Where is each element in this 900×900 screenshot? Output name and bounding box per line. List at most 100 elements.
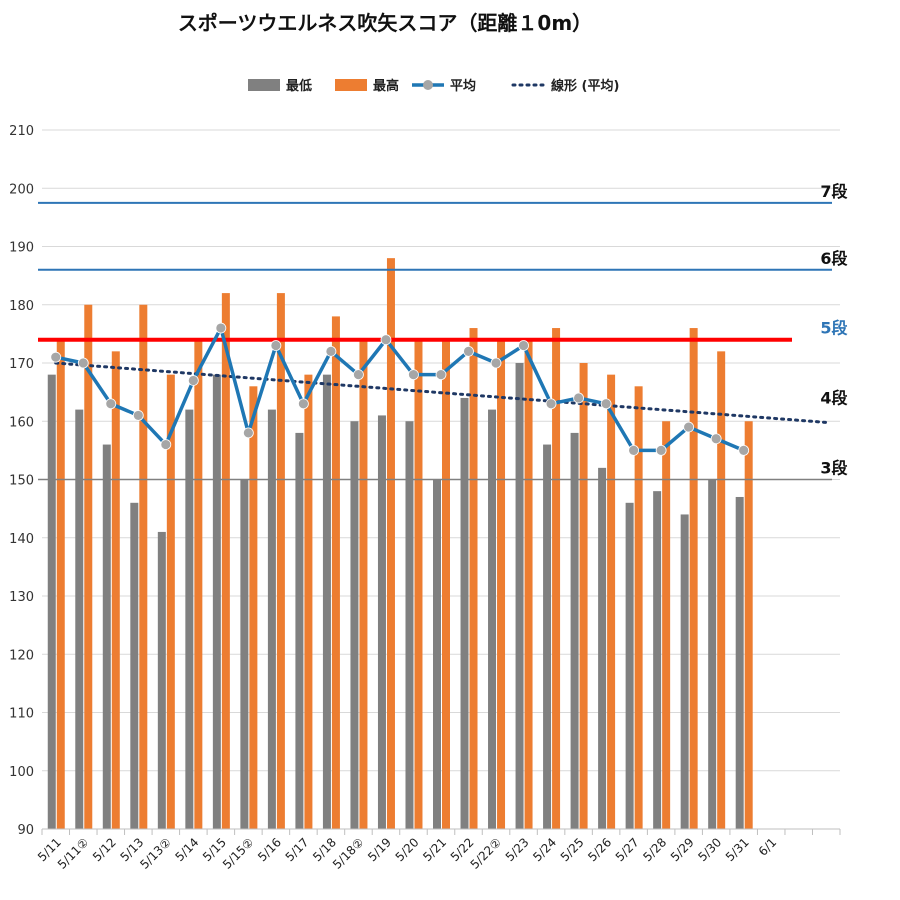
bar-max	[662, 421, 671, 829]
bar-min	[625, 502, 634, 829]
y-tick-label: 120	[9, 648, 34, 663]
bar-max	[414, 339, 423, 829]
average-point	[408, 369, 419, 381]
bar-max	[744, 421, 753, 829]
average-point	[463, 345, 474, 357]
average-point	[600, 398, 612, 410]
bars	[47, 258, 753, 830]
x-tick-label: 5/27	[613, 835, 642, 864]
bar-min	[433, 479, 441, 829]
x-tick-label: 5/21	[420, 835, 449, 864]
y-tick-label: 130	[9, 590, 34, 605]
y-tick-label: 210	[9, 124, 34, 139]
bar-max	[634, 386, 643, 829]
bar-min	[130, 502, 139, 829]
bar-min	[543, 444, 552, 829]
x-tick-label: 5/19	[365, 835, 394, 864]
bar-max	[166, 374, 175, 829]
x-tick-label: 5/29	[668, 835, 697, 864]
y-tick-label: 100	[9, 765, 34, 780]
y-tick-label: 170	[9, 357, 34, 372]
reference-lines: 7段 6段 5段 4段 3段	[38, 182, 849, 481]
bar-min	[598, 467, 607, 829]
x-tick-label: 5/22②	[468, 835, 505, 872]
bar-max	[194, 339, 203, 829]
bar-min	[212, 374, 221, 829]
x-tick-label: 5/18②	[330, 835, 367, 872]
y-tick-label: 90	[17, 823, 34, 838]
bar-max	[249, 386, 258, 829]
bar-min	[488, 409, 497, 829]
x-tick-label: 5/12	[90, 835, 119, 864]
y-tick-label: 190	[9, 241, 34, 256]
bar-min	[185, 409, 194, 829]
x-tick-label: 5/30	[695, 835, 724, 864]
bar-max	[524, 339, 533, 829]
x-tick-label: 5/20	[393, 835, 422, 864]
y-tick-label: 140	[9, 532, 34, 547]
x-tick-label: 5/14	[173, 835, 202, 864]
average-point	[242, 427, 254, 439]
legend-marker	[423, 80, 433, 90]
reference-label: 4段	[820, 389, 848, 408]
x-tick-label: 5/25	[558, 835, 587, 864]
bar-min	[570, 432, 579, 829]
legend-label: 平均	[450, 78, 476, 94]
bar-max	[331, 316, 340, 829]
bar-max	[56, 339, 65, 829]
bar-min	[680, 514, 689, 829]
average-point	[215, 322, 227, 334]
y-tick-label: 150	[9, 474, 34, 489]
x-tick-label: 6/1	[756, 835, 780, 859]
average-point	[105, 398, 117, 410]
bar-max	[139, 304, 148, 829]
bar-max	[717, 351, 726, 829]
y-tick-label: 200	[9, 182, 34, 197]
x-tick-label: 5/13②	[137, 835, 174, 872]
average-point	[160, 439, 172, 450]
average-point	[545, 398, 557, 410]
x-tick-label: 5/11②	[55, 835, 92, 872]
x-tick-label: 5/26	[585, 835, 614, 864]
bar-max	[304, 374, 313, 829]
bar-min	[405, 421, 414, 829]
average-point	[655, 444, 667, 456]
bar-min	[47, 374, 56, 829]
legend-label: 最低	[286, 78, 312, 94]
trendline	[54, 361, 828, 424]
x-tick-label: 5/15②	[220, 835, 257, 872]
average-point	[435, 369, 447, 381]
bar-min	[295, 432, 304, 829]
bar-max	[469, 328, 478, 829]
bar-min	[515, 363, 524, 829]
average-point	[628, 444, 640, 456]
bar-max	[221, 293, 230, 830]
legend: 最低 最高 平均 線形 (平均)	[248, 78, 619, 94]
bar-max	[442, 339, 450, 829]
bar-max	[579, 363, 588, 829]
reference-label: 3段	[820, 459, 848, 478]
bar-min	[377, 415, 386, 829]
legend-label: 最高	[373, 78, 399, 94]
bar-min	[350, 421, 359, 829]
bar-max	[689, 328, 698, 829]
bar-min	[102, 444, 111, 829]
average-point	[270, 340, 282, 351]
average-point	[573, 392, 584, 404]
y-tick-label: 160	[9, 415, 34, 430]
x-tick-label: 5/23	[503, 835, 532, 864]
y-axis: 90 100 110 120 130 140 150 160 170 180 190 200 210	[9, 124, 34, 838]
bar-min	[75, 409, 84, 829]
average-point	[353, 369, 364, 381]
average-line	[50, 322, 750, 456]
x-tick-label: 5/16	[255, 835, 284, 864]
bar-max	[111, 351, 120, 829]
average-point	[187, 375, 199, 386]
reference-label: 7段	[820, 182, 848, 201]
x-tick-label: 5/17	[283, 835, 312, 864]
average-point	[132, 410, 144, 421]
bar-max	[552, 328, 561, 829]
average-point	[325, 345, 337, 357]
average-point	[298, 398, 309, 410]
